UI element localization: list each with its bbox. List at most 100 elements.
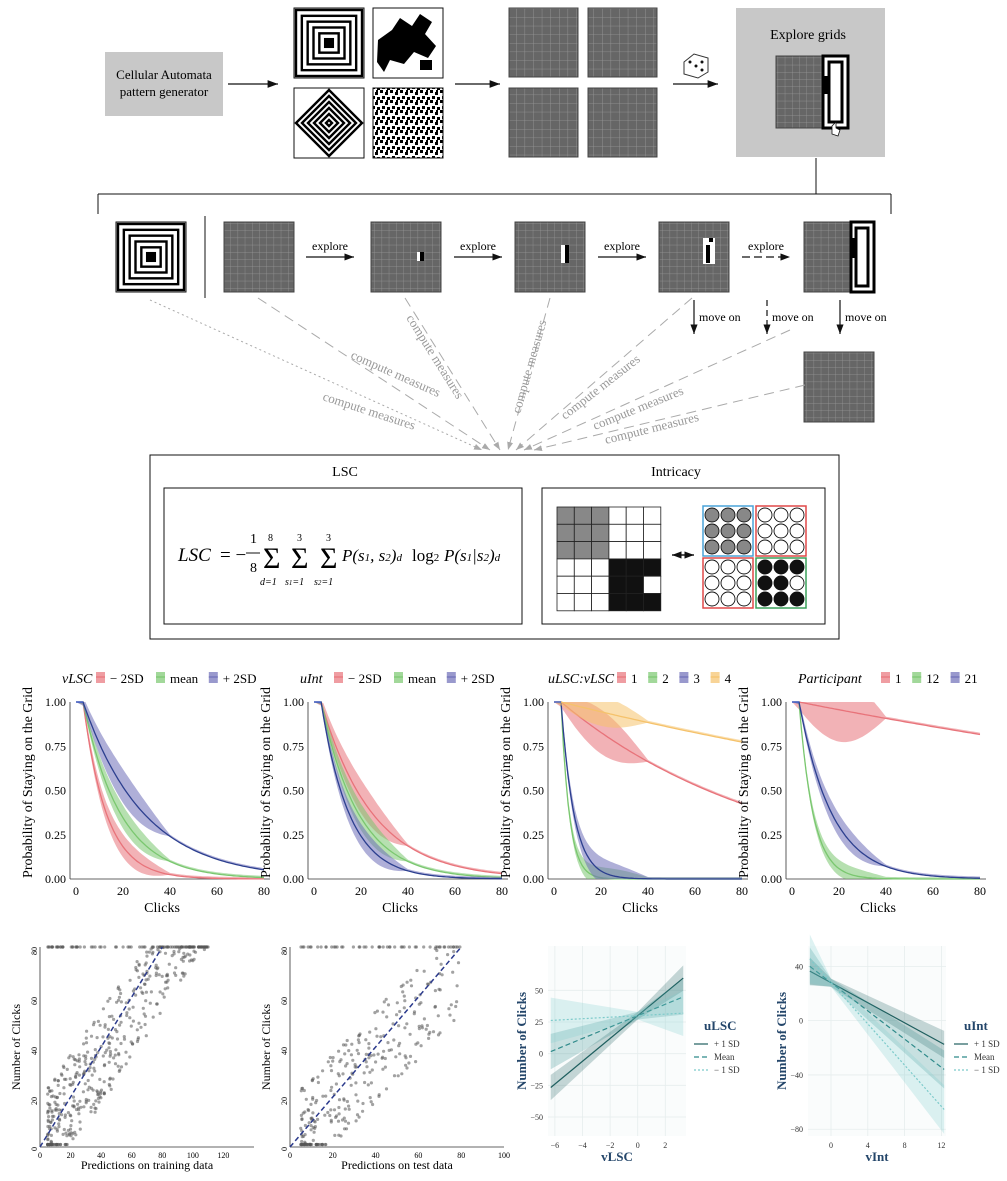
scatter-point [192,949,196,953]
scatter-point [182,951,186,955]
scatter-point [154,963,158,967]
y-tick-label: 0.00 [523,872,544,886]
x-tick-label: 60 [927,884,939,898]
scatter-point [307,1108,311,1113]
move-on-label-1: move on [699,310,741,324]
y-tick-label: 80 [280,947,289,955]
scatter-point [320,1142,325,1147]
scatter-point [160,974,164,979]
scatter-point [424,1027,428,1031]
x-tick-label: 8 [903,1141,907,1150]
scatter-point [300,1139,304,1144]
scatter-point [355,1113,360,1117]
scatter-point [83,1060,87,1064]
scatter-point [165,980,169,984]
survival-line [314,701,502,880]
scatter-point [319,945,323,949]
scatter-point [343,1052,347,1056]
hand-cursor-icon [831,121,841,137]
scatter-point [151,1015,155,1019]
y-tick-label: 0.75 [283,739,304,753]
scatter-point [422,1017,426,1021]
scatter-point [414,1060,418,1064]
scatter-point [103,1025,107,1029]
scatter-point [65,1134,69,1138]
svg-text:3: 3 [297,533,302,544]
x-tick-label: 40 [642,884,654,898]
scatter-point [127,1007,131,1011]
scatter-point [145,950,149,954]
scatter-point [141,1006,145,1010]
legend-item: Mean [974,1052,995,1062]
survival-line [792,701,980,880]
scatter-point [118,1023,122,1027]
scatter-point [84,1054,88,1058]
x-tick-label: 0 [636,1141,640,1150]
scatter-point [56,1083,60,1087]
scatter-point [330,945,334,949]
scatter-point [436,1014,440,1018]
scatter-point [328,1055,332,1060]
scatter-point [437,987,441,991]
scatter-point [53,1078,57,1082]
scatter-point [349,1083,353,1087]
survival-legend-title: uLSC:vLSC [548,672,615,687]
legend-item: − 1 SD [974,1065,1000,1075]
x-tick-label: 40 [372,1151,380,1160]
survival-legend-title: vLSC [62,672,93,687]
scatter-point [89,945,93,949]
x-axis-label: Clicks [382,901,418,916]
survival-line [76,701,265,879]
scatter-point [84,1036,88,1040]
scatter-point [354,1081,358,1085]
scatter-point [303,1123,307,1128]
scatter-point [321,1094,325,1098]
scatter-point [368,1096,372,1100]
scatter-point [92,1020,96,1024]
identity-line [289,946,462,1148]
x-tick-label: 0 [789,884,795,898]
scatter-point [55,1095,60,1099]
scatter-point [316,1080,320,1085]
y-tick-label: 0.50 [761,784,782,798]
scatter-point [56,1103,60,1107]
lsc-title: LSC [332,465,358,480]
scatter-point [395,1013,399,1017]
scatter-point [142,945,146,949]
scatter-point [82,1105,86,1109]
scatter-point [137,975,141,980]
scatter-point [355,1048,359,1052]
compute-label-1: compute measures [321,389,417,433]
scatter-point [375,1009,379,1013]
scatter-point [345,1062,349,1066]
scatter-point [139,1025,143,1029]
scatter-point [314,1142,319,1147]
scatter-point [108,1049,112,1054]
scatter-point [54,945,58,949]
x-tick-label: −2 [606,1141,615,1150]
scatter-point [137,1021,141,1025]
scatter-point [111,1077,115,1081]
x-tick-label: 60 [211,884,223,898]
scatter-point [72,1105,76,1109]
x-tick-label: 0 [311,884,317,898]
y-tick-label: 1.00 [761,695,782,709]
scatter-point [402,945,406,949]
scatter-point [174,945,178,949]
scatter-point [358,945,362,949]
scatter-point [102,1080,106,1084]
scatter-point [335,945,339,949]
scatter-point [73,1130,77,1134]
scatter-point [63,1113,67,1117]
x-tick-label: 20 [329,1151,337,1160]
scatter-point [98,1092,103,1096]
y-tick-label: −80 [790,1125,803,1134]
scatter-point [46,1086,50,1090]
scatter-point [86,1050,90,1054]
scatter-point [347,1049,351,1053]
y-axis-label: Number of Clicks [774,992,789,1090]
scatter-point [74,1075,78,1079]
scatter-point [433,989,437,993]
